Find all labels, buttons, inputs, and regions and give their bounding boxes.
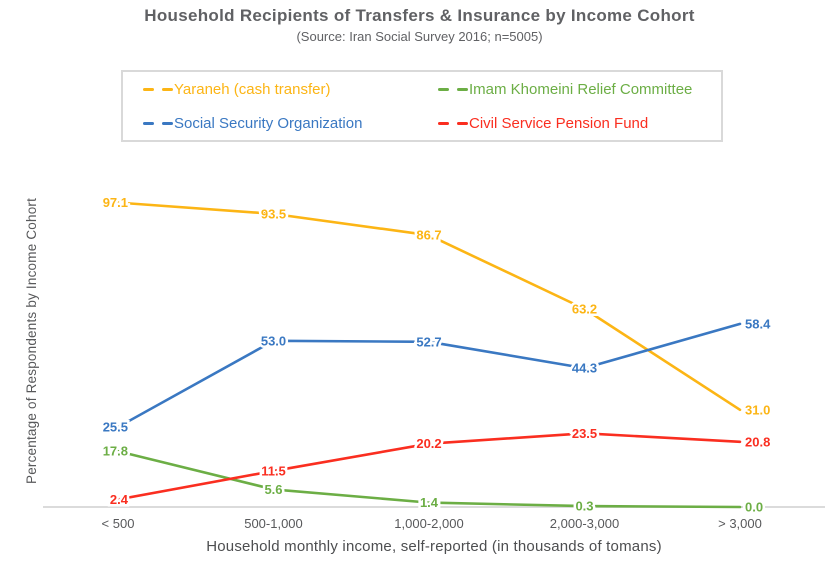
legend-item: Social Security Organization <box>143 115 438 132</box>
data-label: 5.6 <box>264 482 282 497</box>
legend-item-label: Civil Service Pension Fund <box>469 114 649 132</box>
data-label: 58.4 <box>745 316 771 331</box>
data-label: 52.7 <box>416 334 441 349</box>
data-label: 20.8 <box>745 434 770 449</box>
data-label: 17.8 <box>103 444 128 459</box>
x-axis-label: Household monthly income, self-reported … <box>206 538 662 555</box>
chart-line-4 <box>116 432 742 501</box>
x-tick-label: < 500 <box>102 516 135 531</box>
legend-dash-icon <box>143 87 154 91</box>
legend-dash-icon <box>457 87 468 91</box>
legend-item-label: Social Security Organization <box>174 114 363 132</box>
legend-dash-icon <box>143 121 154 125</box>
page-title: Household Recipients of Transfers & Insu… <box>144 6 695 25</box>
data-label: 11.5 <box>261 463 286 478</box>
legend-item-label: Yaraneh (cash transfer) <box>174 80 331 98</box>
legend-item: Imam Khomeini Relief Committee <box>438 81 721 98</box>
data-label: 1.4 <box>420 495 439 510</box>
chart-line-1 <box>116 201 742 412</box>
legend-dash-icon <box>162 121 173 125</box>
x-tick-label: 500-1,000 <box>244 516 303 531</box>
data-label: 97.1 <box>103 195 128 210</box>
legend: Yaraneh (cash transfer) Imam Khomeini Rel… <box>121 70 723 142</box>
data-label: 53.0 <box>261 333 286 348</box>
data-label: 31.0 <box>745 402 770 417</box>
legend-dash-icon <box>438 87 449 91</box>
legend-item: Yaraneh (cash transfer) <box>143 81 438 98</box>
x-tick-label: 1,000-2,000 <box>394 516 463 531</box>
data-label: 0.3 <box>575 499 593 514</box>
data-label: 23.5 <box>572 426 597 441</box>
legend-dash-icon <box>457 121 468 125</box>
data-label: 25.5 <box>103 420 128 435</box>
data-label: 93.5 <box>261 206 286 221</box>
chart-line-3 <box>116 449 742 509</box>
data-label: 0.0 <box>745 500 763 515</box>
data-label: 63.2 <box>572 301 597 316</box>
data-label: 20.2 <box>416 436 441 451</box>
legend-item: Civil Service Pension Fund <box>438 115 721 132</box>
x-tick-label: > 3,000 <box>718 516 762 531</box>
legend-dash-icon <box>162 87 173 91</box>
page-subtitle: (Source: Iran Social Survey 2016; n=5005… <box>296 29 543 44</box>
data-label: 2.4 <box>110 492 129 507</box>
legend-item-label: Imam Khomeini Relief Committee <box>469 80 693 98</box>
data-label: 44.3 <box>572 361 597 376</box>
legend-dash-icon <box>438 121 449 125</box>
data-label: 86.7 <box>416 228 441 243</box>
x-tick-label: 2,000-3,000 <box>550 516 619 531</box>
chart-line-2 <box>116 322 742 429</box>
